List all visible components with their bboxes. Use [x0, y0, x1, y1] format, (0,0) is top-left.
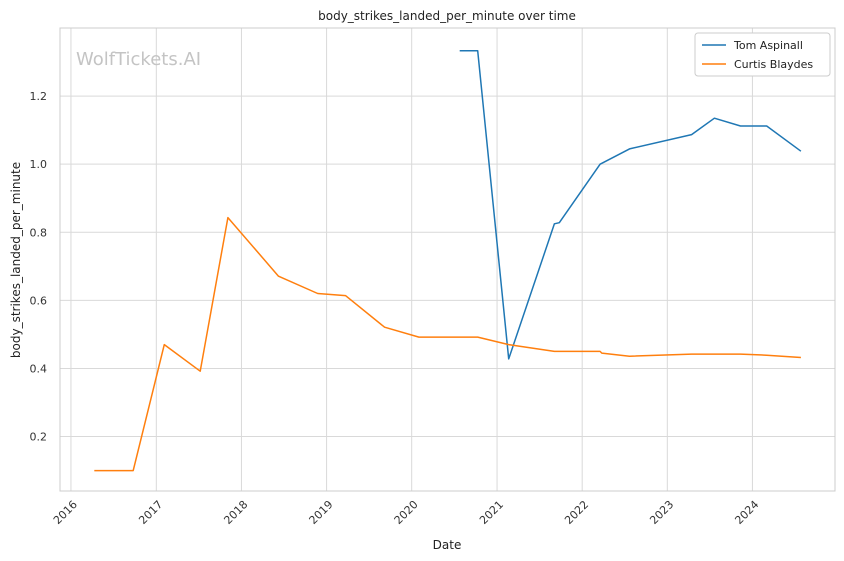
legend-box	[694, 32, 831, 77]
y-axis-label: body_strikes_landed_per_minute	[9, 162, 23, 358]
y-tick-label: 0.2	[30, 431, 48, 444]
y-tick-label: 0.4	[30, 362, 48, 375]
grid-layer	[60, 28, 835, 491]
watermark: WolfTickets.AI	[76, 49, 201, 70]
y-tick-label: 1.2	[30, 90, 48, 103]
series-layer	[94, 50, 802, 472]
series-line-tom-aspinall	[459, 50, 802, 360]
y-tick-label: 0.8	[30, 226, 48, 239]
chart-title: body_strikes_landed_per_minute over time	[318, 9, 576, 23]
y-tick-labels: 0.2 0.4 0.6 0.8 1.0 1.2	[30, 90, 48, 443]
plot-frame	[59, 27, 836, 492]
x-axis-label: Date	[433, 538, 462, 552]
legend-label-curtis-blaydes: Curtis Blaydes	[734, 58, 813, 71]
series-line-curtis-blaydes	[94, 216, 801, 472]
legend: Tom Aspinall Curtis Blaydes	[694, 32, 831, 77]
plot-area	[60, 28, 835, 491]
y-tick-label: 1.0	[30, 158, 48, 171]
legend-label-tom-aspinall: Tom Aspinall	[733, 39, 803, 52]
y-tick-label: 0.6	[30, 294, 48, 307]
